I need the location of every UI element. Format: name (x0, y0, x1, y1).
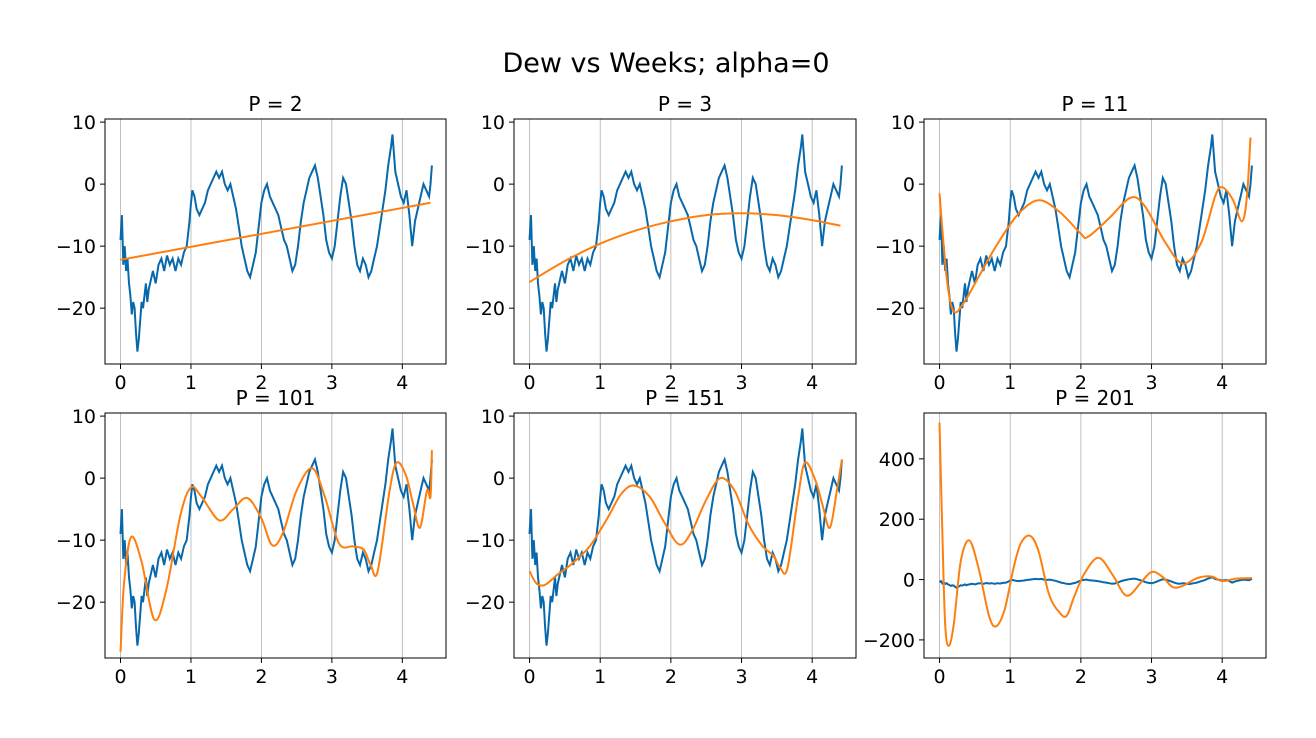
y-tick-label: 10 (72, 112, 96, 134)
subplot-3: P = 11 0 1 2 3 4 10 0 −10 −20 (875, 92, 1267, 394)
x-tick-label: 2 (255, 666, 267, 688)
x-tick-label: 0 (933, 666, 945, 688)
subplot-title: P = 3 (658, 92, 712, 116)
y-tick-label: 0 (493, 174, 505, 196)
subplot-title: P = 2 (248, 92, 302, 116)
subplot-title: P = 11 (1062, 92, 1129, 116)
y-tick-label: −20 (465, 592, 505, 614)
x-tick-label: 2 (1075, 372, 1087, 394)
y-tick-label: 10 (481, 112, 505, 134)
x-tick-label: 2 (1075, 666, 1087, 688)
x-tick-label: 3 (735, 372, 747, 394)
x-tick-label: 1 (594, 372, 606, 394)
x-tick-label: 2 (665, 372, 677, 394)
plot-frame (923, 412, 1267, 659)
plot-frame (513, 118, 857, 365)
y-tick-label: −10 (465, 530, 505, 552)
series-observed-line (938, 575, 1253, 589)
x-tick-label: 0 (523, 372, 535, 394)
subplot-title: P = 151 (645, 386, 725, 410)
series-observed-line (528, 428, 843, 646)
figure-title: Dew vs Weeks; alpha=0 (502, 48, 829, 79)
subplot-title: P = 101 (236, 386, 316, 410)
x-tick-label: 3 (1145, 372, 1157, 394)
x-tick-label: 4 (806, 666, 818, 688)
series-fit-line (528, 212, 841, 283)
x-tick-label: 1 (594, 666, 606, 688)
y-tick-label: −20 (56, 298, 96, 320)
series-fit-line (938, 137, 1252, 314)
y-tick-label: 400 (879, 449, 915, 471)
y-tick-label: 10 (481, 406, 505, 428)
y-tick-label: −20 (465, 298, 505, 320)
subplot-2: P = 3 0 1 2 3 4 10 0 −10 −20 (465, 92, 857, 394)
y-tick-label: 0 (903, 174, 915, 196)
y-tick-label: −10 (56, 530, 96, 552)
y-tick-label: −20 (56, 592, 96, 614)
x-tick-label: 1 (1004, 666, 1016, 688)
subplot-1: P = 2 0 1 2 3 4 10 0 −10 −20 (56, 92, 447, 394)
x-tick-label: 1 (185, 666, 197, 688)
x-tick-label: 3 (735, 666, 747, 688)
series-fit-line (119, 450, 433, 652)
series-observed-line (119, 428, 433, 646)
series-fit-line (120, 201, 431, 261)
x-tick-label: 1 (1004, 372, 1016, 394)
y-tick-label: −10 (875, 236, 915, 258)
plot-frame (513, 412, 857, 659)
y-tick-label: 200 (879, 509, 915, 531)
x-tick-label: 0 (933, 372, 945, 394)
y-tick-label: −10 (56, 236, 96, 258)
y-tick-label: 0 (903, 570, 915, 592)
x-tick-label: 0 (114, 666, 126, 688)
series-observed-line (528, 134, 843, 352)
series-fit-line (938, 422, 1252, 647)
x-tick-label: 0 (114, 372, 126, 394)
x-tick-label: 2 (665, 666, 677, 688)
y-tick-label: −200 (863, 630, 915, 652)
y-tick-label: 0 (84, 468, 96, 490)
subplot-5: P = 151 0 1 2 3 4 10 0 −10 −20 (465, 386, 857, 688)
subplot-title: P = 201 (1055, 386, 1135, 410)
x-tick-label: 1 (185, 372, 197, 394)
series-observed-line (938, 134, 1253, 352)
series-fit-line (528, 459, 843, 587)
x-tick-label: 2 (255, 372, 267, 394)
x-tick-label: 4 (806, 372, 818, 394)
x-tick-label: 3 (326, 372, 338, 394)
y-tick-label: 10 (72, 406, 96, 428)
series-observed-line (119, 134, 433, 352)
subplot-4: P = 101 0 1 2 3 4 10 0 −10 −20 (56, 386, 447, 688)
x-tick-label: 4 (396, 666, 408, 688)
x-tick-label: 3 (1145, 666, 1157, 688)
x-tick-label: 4 (396, 372, 408, 394)
y-tick-label: −10 (465, 236, 505, 258)
y-tick-label: 10 (891, 112, 915, 134)
plot-frame (104, 412, 447, 659)
y-tick-label: 0 (493, 468, 505, 490)
plot-frame (104, 118, 447, 365)
x-tick-label: 0 (523, 666, 535, 688)
subplot-6: P = 201 0 1 2 3 4 400 200 0 −200 (863, 386, 1267, 688)
plot-frame (923, 118, 1267, 365)
y-tick-label: 0 (84, 174, 96, 196)
y-tick-label: −20 (875, 298, 915, 320)
x-tick-label: 4 (1216, 666, 1228, 688)
x-tick-label: 4 (1216, 372, 1228, 394)
x-tick-label: 3 (326, 666, 338, 688)
